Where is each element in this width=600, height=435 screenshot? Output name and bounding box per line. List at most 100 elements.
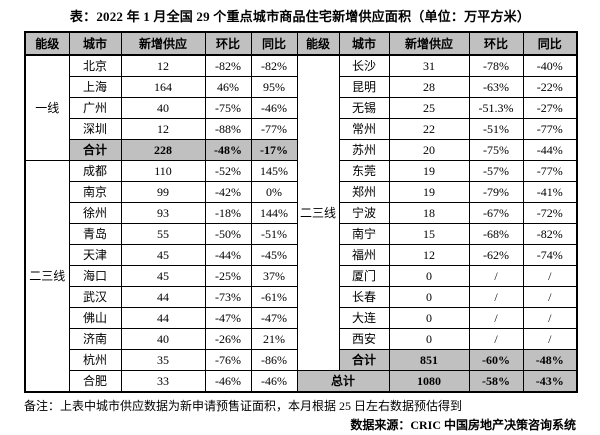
city-cell: 海口 [68,265,122,287]
mom-cell: -78% [468,54,524,77]
city-cell: 西安 [338,328,390,350]
tier-cell-tier23-left: 二三线 [24,160,70,393]
tier-cell-tier1: 一线 [24,54,70,161]
supply-cell: 93 [120,202,206,224]
city-cell: 东莞 [338,160,390,182]
supply-cell: 0 [388,265,470,287]
yoy-cell: -77% [250,118,298,140]
city-cell: 成都 [68,160,122,182]
yoy-cell: 0% [250,181,298,203]
supply-cell: 1080 [388,370,470,393]
mom-cell: / [468,286,524,308]
city-cell: 大连 [338,307,390,329]
supply-cell: 164 [120,76,206,98]
yoy-cell: -82% [250,54,298,77]
city-cell: 深圳 [68,118,122,140]
supply-cell: 20 [388,139,470,161]
supply-cell: 15 [388,223,470,245]
supply-cell: 99 [120,181,206,203]
supply-cell: 55 [120,223,206,245]
mom-cell: -57% [468,160,524,182]
yoy-cell: / [522,328,578,350]
header-city-right: 城市 [338,31,390,56]
table-row: 海口 45 -25% 37% 厦门 0 / / [25,265,578,287]
subtotal-label-cell: 合计 [68,139,122,161]
supply-cell: 0 [388,286,470,308]
header-city-left: 城市 [68,31,122,56]
yoy-cell: 95% [250,76,298,98]
mom-cell: -62% [468,244,524,266]
mom-cell: / [468,328,524,350]
yoy-cell: -46% [250,97,298,119]
yoy-cell: -45% [250,244,298,266]
mom-cell: -50% [204,223,252,245]
mom-cell: -42% [204,181,252,203]
mom-cell: -48% [204,139,252,161]
table-row: 一线 北京 12 -82% -82% 二三线 长沙 31 -78% -40% [24,54,578,371]
mom-cell: -68% [468,223,524,245]
yoy-cell: -47% [250,307,298,329]
mom-cell: -58% [468,370,524,393]
supply-cell: 12 [120,54,206,77]
yoy-cell: -41% [522,181,578,203]
city-cell: 昆明 [338,76,390,98]
table-row: 青岛 55 -50% -51% 南宁 15 -68% -82% [25,223,578,245]
mom-cell: -88% [204,118,252,140]
header-supply-right: 新增供应 [388,31,470,56]
yoy-cell: 145% [250,160,298,182]
city-cell: 合肥 [68,370,122,393]
city-cell: 青岛 [68,223,122,245]
supply-cell: 12 [388,244,470,266]
yoy-cell: 144% [250,202,298,224]
mom-cell: -46% [204,370,252,393]
city-cell: 济南 [68,328,122,350]
yoy-cell: 21% [250,328,298,350]
city-cell: 长沙 [338,54,390,77]
mom-cell: -75% [204,97,252,119]
mom-cell: / [468,307,524,329]
city-cell: 郑州 [338,181,390,203]
header-mom-right: 环比 [468,31,524,56]
supply-cell: 40 [120,97,206,119]
supply-cell: 19 [388,160,470,182]
grand-total-row: 合肥 33 -46% -46% 总计 1080 -58% -43% [25,370,578,393]
supply-cell: 12 [120,118,206,140]
city-cell: 南宁 [338,223,390,245]
header-tier-right: 能级 [296,31,340,56]
mom-cell: -73% [204,286,252,308]
mom-cell: -51.3% [468,97,524,119]
supply-cell: 19 [388,181,470,203]
grand-total-label-cell: 总计 [296,370,390,393]
yoy-cell: 37% [250,265,298,287]
supply-cell: 33 [120,370,206,393]
yoy-cell: -77% [522,160,578,182]
supply-cell: 28 [388,76,470,98]
supply-cell: 228 [120,139,206,161]
yoy-cell: / [522,286,578,308]
supply-cell: 110 [120,160,206,182]
city-cell: 宁波 [338,202,390,224]
yoy-cell: -44% [522,139,578,161]
mom-cell: -47% [204,307,252,329]
supply-cell: 45 [120,265,206,287]
mom-cell: -52% [204,160,252,182]
yoy-cell: -82% [522,223,578,245]
mom-cell: 46% [204,76,252,98]
supply-cell: 44 [120,307,206,329]
supply-cell: 18 [388,202,470,224]
header-yoy-right: 同比 [522,31,578,56]
city-cell: 上海 [68,76,122,98]
yoy-cell: -48% [522,349,578,371]
header-supply-left: 新增供应 [120,31,206,56]
table-row: 广州 40 -75% -46% 无锡 25 -51.3% -27% [25,97,578,119]
city-cell: 福州 [338,244,390,266]
mom-cell: -44% [204,244,252,266]
subtotal-row-tier23: 杭州 35 -76% -86% 合计 851 -60% -48% [25,349,578,371]
table-row: 济南 40 -26% 21% 西安 0 / / [25,328,578,350]
supply-cell: 0 [388,328,470,350]
table-row: 深圳 12 -88% -77% 常州 22 -51% -77% [25,118,578,140]
yoy-cell: / [522,265,578,287]
city-cell: 天津 [68,244,122,266]
header-mom-left: 环比 [204,31,252,56]
mom-cell: -76% [204,349,252,371]
